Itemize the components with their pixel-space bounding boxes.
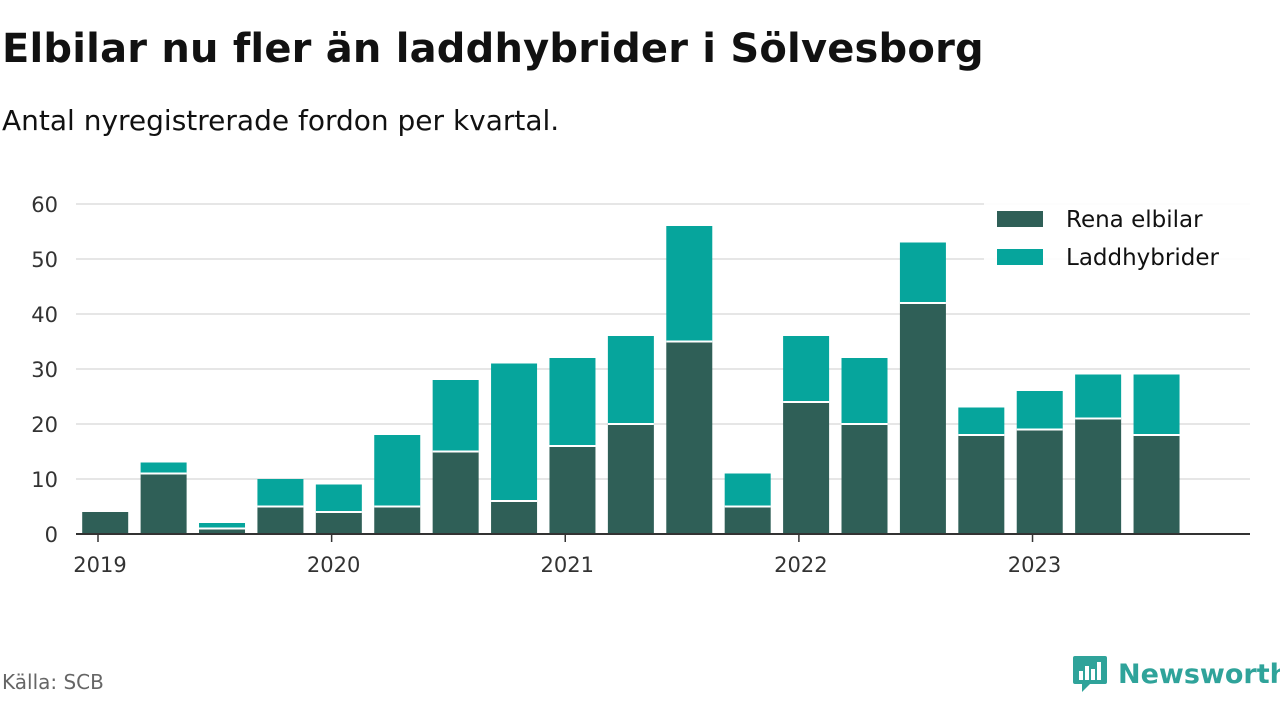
- y-tick-label: 10: [31, 468, 58, 492]
- bar-rena-elbilar: [1075, 418, 1122, 534]
- bar-rena-elbilar: [199, 528, 246, 534]
- bar-laddhybrider: [257, 479, 304, 507]
- legend-swatch-rena-elbilar: [997, 211, 1043, 227]
- bar-rena-elbilar: [958, 435, 1005, 534]
- bar-laddhybrider: [374, 435, 421, 507]
- legend-swatch-laddhybrider: [997, 249, 1043, 265]
- legend-label-rena-elbilar: Rena elbilar: [1066, 207, 1203, 233]
- brand-logo: Newsworthy: [1072, 654, 1280, 694]
- bar-rena-elbilar: [1133, 435, 1180, 534]
- x-tick-label: 2019: [73, 553, 126, 577]
- bar-rena-elbilar: [549, 446, 596, 534]
- y-tick-label: 20: [31, 413, 58, 437]
- bar-rena-elbilar: [491, 501, 538, 534]
- bar-rena-elbilar: [374, 506, 421, 534]
- bar-rena-elbilar: [1016, 429, 1063, 534]
- bar-laddhybrider: [607, 336, 654, 424]
- bar-laddhybrider: [491, 363, 538, 501]
- chart-title: Elbilar nu fler än laddhybrider i Sölves…: [2, 26, 984, 72]
- bar-rena-elbilar: [783, 402, 830, 534]
- bar-rena-elbilar: [257, 506, 304, 534]
- brand-name: Newsworthy: [1118, 658, 1280, 690]
- bar-laddhybrider: [315, 484, 362, 512]
- y-tick-label: 0: [45, 523, 58, 547]
- y-tick-label: 30: [31, 358, 58, 382]
- x-tick-label: 2020: [307, 553, 360, 577]
- y-tick-label: 50: [31, 248, 58, 272]
- bar-rena-elbilar: [82, 512, 129, 534]
- chart-subtitle: Antal nyregistrerade fordon per kvartal.: [2, 104, 560, 137]
- bar-rena-elbilar: [140, 473, 187, 534]
- legend-label-laddhybrider: Laddhybrider: [1066, 245, 1219, 271]
- x-tick-label: 2023: [1008, 553, 1061, 577]
- bar-laddhybrider: [432, 380, 479, 452]
- bar-rena-elbilar: [432, 451, 479, 534]
- y-tick-label: 60: [31, 193, 58, 217]
- bar-rena-elbilar: [841, 424, 888, 534]
- bar-rena-elbilar: [315, 512, 362, 534]
- bar-laddhybrider: [1133, 374, 1180, 435]
- newsworthy-logo-icon: [1073, 656, 1107, 692]
- bar-laddhybrider: [199, 523, 246, 529]
- bar-rena-elbilar: [899, 303, 946, 534]
- bar-laddhybrider: [1016, 391, 1063, 430]
- bar-laddhybrider: [783, 336, 830, 402]
- bar-laddhybrider: [140, 462, 187, 474]
- bar-rena-elbilar: [607, 424, 654, 534]
- bar-rena-elbilar: [724, 506, 771, 534]
- bar-laddhybrider: [1075, 374, 1122, 419]
- x-tick-label: 2022: [774, 553, 827, 577]
- stacked-bar-chart: 0 10 20 30 40 50 60 2019 2020 2021 2022 2023 Rena el…: [31, 193, 1250, 577]
- source-note: Källa: SCB: [2, 670, 104, 694]
- bar-laddhybrider: [899, 242, 946, 303]
- bar-rena-elbilar: [666, 341, 713, 534]
- x-tick-label: 2021: [541, 553, 594, 577]
- bar-laddhybrider: [666, 226, 713, 342]
- y-tick-label: 40: [31, 303, 58, 327]
- bar-laddhybrider: [958, 407, 1005, 435]
- bar-laddhybrider: [841, 358, 888, 424]
- bar-laddhybrider: [549, 358, 596, 446]
- bar-laddhybrider: [724, 473, 771, 507]
